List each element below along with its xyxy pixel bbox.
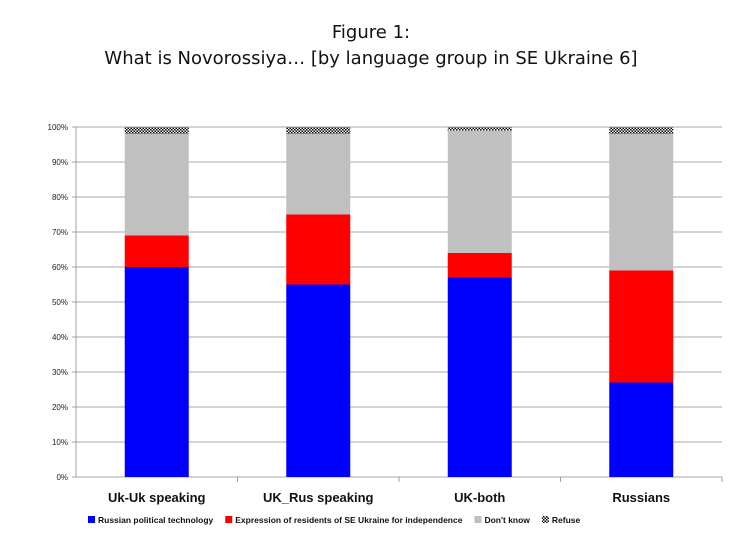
y-tick-label: 90% <box>52 158 68 167</box>
x-tick-label: UK-both <box>454 490 505 505</box>
legend-swatch-refuse <box>541 516 549 523</box>
x-tick-label: UK_Rus speaking <box>263 490 374 505</box>
legend-swatch-expression-of-residents-of-se-ukraine-for-independence <box>225 516 233 523</box>
legend-swatch-don-t-know <box>474 516 482 523</box>
bar-russian-political-technology <box>124 267 189 477</box>
y-tick-label: 40% <box>52 333 68 342</box>
y-tick-label: 60% <box>52 263 68 272</box>
bar-don-t-know <box>609 134 674 271</box>
y-tick-label: 70% <box>52 228 68 237</box>
y-tick-label: 30% <box>52 368 68 377</box>
legend-label: Expression of residents of SE Ukraine fo… <box>235 515 462 525</box>
y-tick-label: 80% <box>52 193 68 202</box>
bar-don-t-know <box>286 134 351 215</box>
bar-russian-political-technology <box>609 382 674 477</box>
bar-expression-of-residents-of-se-ukraine-for-independence <box>447 253 512 278</box>
y-tick-labels: 0% 10% 20% 30% 40% 50% 60% 70% 80% 90% 100% <box>48 123 68 482</box>
legend-label: Russian political technology <box>98 515 214 525</box>
y-tick-label: 0% <box>56 473 68 482</box>
y-tick-label: 50% <box>52 298 68 307</box>
bar-expression-of-residents-of-se-ukraine-for-independence <box>286 214 351 285</box>
x-tick-label: Russians <box>612 490 670 505</box>
y-tick-label: 10% <box>52 438 68 447</box>
bar-refuse <box>286 127 351 134</box>
bar-expression-of-residents-of-se-ukraine-for-independence <box>609 270 674 383</box>
bars <box>124 127 674 477</box>
chart-subtitle: What is Novorossiya… [by language group … <box>104 48 637 69</box>
x-tick-label: Uk-Uk speaking <box>108 490 206 505</box>
bar-expression-of-residents-of-se-ukraine-for-independence <box>124 235 189 267</box>
bar-don-t-know <box>447 130 512 253</box>
bar-refuse <box>609 127 674 134</box>
y-tick-label: 20% <box>52 403 68 412</box>
legend: Russian political technology Expression o… <box>88 515 581 525</box>
bar-refuse <box>447 127 512 131</box>
legend-label: Don't know <box>484 515 530 525</box>
bar-russian-political-technology <box>286 284 351 477</box>
y-tick-label: 100% <box>48 123 68 132</box>
bar-don-t-know <box>124 134 189 236</box>
legend-label: Refuse <box>552 515 581 525</box>
x-tick-labels: Uk-Uk speaking UK_Rus speaking UK-both Russ… <box>108 490 670 505</box>
legend-swatch-russian-political-technology <box>88 516 95 523</box>
bar-russian-political-technology <box>447 277 512 477</box>
bar-refuse <box>124 127 189 134</box>
chart-title: Figure 1: <box>332 22 410 43</box>
